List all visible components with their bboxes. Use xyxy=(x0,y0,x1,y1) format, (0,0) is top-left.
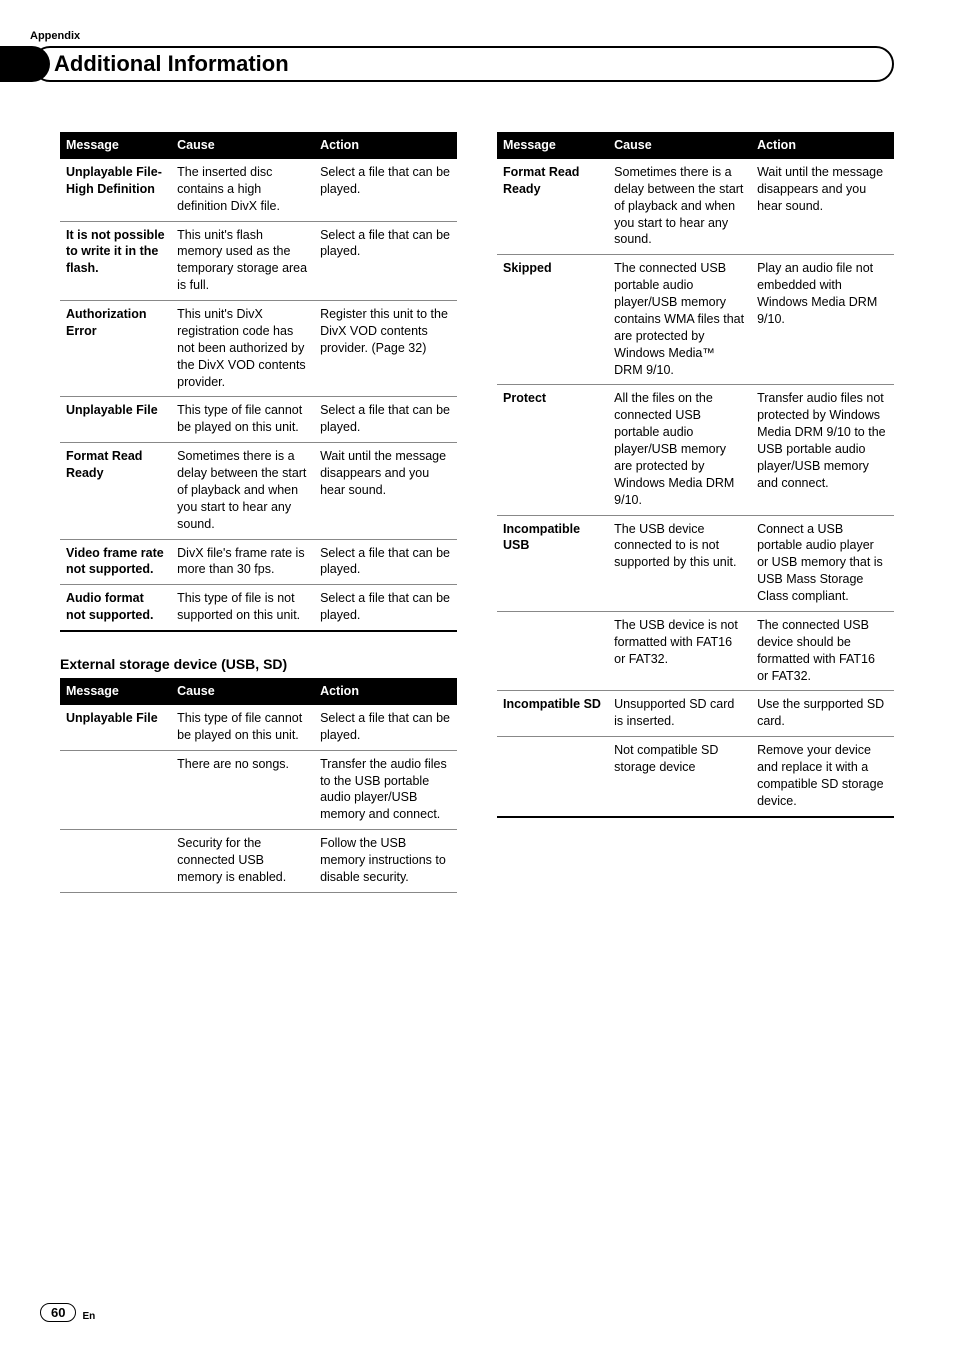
cell-cause: There are no songs. xyxy=(171,750,314,830)
cell-message: Format Read Ready xyxy=(60,443,171,539)
table-row: The USB device is not formatted with FAT… xyxy=(497,611,894,691)
cell-cause: Unsupported SD card is inserted. xyxy=(608,691,751,737)
table-row: Incompatible USBThe USB device connected… xyxy=(497,515,894,611)
cell-action: Wait until the message disappears and yo… xyxy=(751,159,894,255)
table-row: Video frame rate not supported.DivX file… xyxy=(60,539,457,585)
cell-action: Wait until the message disappears and yo… xyxy=(314,443,457,539)
cell-message: It is not possible to write it in the fl… xyxy=(60,221,171,301)
cell-message: Incompatible USB xyxy=(497,515,608,611)
table-row: Unplayable FileThis type of file cannot … xyxy=(60,705,457,750)
cell-action: Follow the USB memory instructions to di… xyxy=(314,830,457,893)
table-row: SkippedThe connected USB portable audio … xyxy=(497,255,894,385)
cell-action: Select a file that can be played. xyxy=(314,159,457,221)
cell-message xyxy=(497,611,608,691)
cell-action: Select a file that can be played. xyxy=(314,221,457,301)
section-heading-external: External storage device (USB, SD) xyxy=(60,656,457,672)
cell-cause: This type of file cannot be played on th… xyxy=(171,397,314,443)
table-row: It is not possible to write it in the fl… xyxy=(60,221,457,301)
cell-action: Register this unit to the DivX VOD conte… xyxy=(314,301,457,397)
cell-action: Transfer audio files not protected by Wi… xyxy=(751,385,894,515)
table-header-message: Message xyxy=(60,678,171,705)
cell-message xyxy=(497,737,608,817)
cell-message: Video frame rate not supported. xyxy=(60,539,171,585)
cell-cause: The inserted disc contains a high defini… xyxy=(171,159,314,221)
cell-message: Unplayable File xyxy=(60,705,171,750)
cell-action: The connected USB device should be forma… xyxy=(751,611,894,691)
table-header-cause: Cause xyxy=(608,132,751,159)
table-header-action: Action xyxy=(314,132,457,159)
cell-action: Play an audio file not embedded with Win… xyxy=(751,255,894,385)
cell-message: Unplayable File-High Definition xyxy=(60,159,171,221)
cell-cause: DivX file's frame rate is more than 30 f… xyxy=(171,539,314,585)
table-row: There are no songs.Transfer the audio fi… xyxy=(60,750,457,830)
title-bar: Additional Information xyxy=(0,46,894,82)
cell-cause: This unit's flash memory used as the tem… xyxy=(171,221,314,301)
error-table-1: Message Cause Action Unplayable File-Hig… xyxy=(60,132,457,632)
cell-cause: All the files on the connected USB porta… xyxy=(608,385,751,515)
right-column: Message Cause Action Format Read ReadySo… xyxy=(497,132,894,893)
cell-message: Authorization Error xyxy=(60,301,171,397)
cell-message: Unplayable File xyxy=(60,397,171,443)
page-language: En xyxy=(82,1311,95,1322)
cell-cause: Security for the connected USB memory is… xyxy=(171,830,314,893)
cell-action: Use the surpported SD card. xyxy=(751,691,894,737)
cell-cause: This type of file cannot be played on th… xyxy=(171,705,314,750)
cell-cause: The USB device connected to is not suppo… xyxy=(608,515,751,611)
cell-message: Audio format not supported. xyxy=(60,585,171,631)
cell-action: Select a file that can be played. xyxy=(314,585,457,631)
left-column: Message Cause Action Unplayable File-Hig… xyxy=(60,132,457,893)
cell-message: Skipped xyxy=(497,255,608,385)
table-header-action: Action xyxy=(314,678,457,705)
cell-cause: This unit's DivX registration code has n… xyxy=(171,301,314,397)
table-header-cause: Cause xyxy=(171,678,314,705)
error-table-3: Message Cause Action Format Read ReadySo… xyxy=(497,132,894,818)
cell-message: Format Read Ready xyxy=(497,159,608,255)
table-row: Format Read ReadySometimes there is a de… xyxy=(497,159,894,255)
cell-message: Protect xyxy=(497,385,608,515)
cell-cause: Sometimes there is a delay between the s… xyxy=(608,159,751,255)
table-row: Not compatible SD storage deviceRemove y… xyxy=(497,737,894,817)
title-tab xyxy=(0,46,50,82)
table-row: Format Read ReadySometimes there is a de… xyxy=(60,443,457,539)
appendix-label: Appendix xyxy=(30,30,894,42)
cell-message: Incompatible SD xyxy=(497,691,608,737)
table-row: Incompatible SDUnsupported SD card is in… xyxy=(497,691,894,737)
table-row: Unplayable FileThis type of file cannot … xyxy=(60,397,457,443)
table-row: Security for the connected USB memory is… xyxy=(60,830,457,893)
table-row: Unplayable File-High DefinitionThe inser… xyxy=(60,159,457,221)
cell-action: Select a file that can be played. xyxy=(314,705,457,750)
page-footer: 60 En xyxy=(40,1303,95,1322)
cell-action: Connect a USB portable audio player or U… xyxy=(751,515,894,611)
table-row: Authorization ErrorThis unit's DivX regi… xyxy=(60,301,457,397)
cell-message xyxy=(60,830,171,893)
table-row: Audio format not supported.This type of … xyxy=(60,585,457,631)
cell-action: Remove your device and replace it with a… xyxy=(751,737,894,817)
cell-cause: The connected USB portable audio player/… xyxy=(608,255,751,385)
cell-action: Select a file that can be played. xyxy=(314,397,457,443)
page-number: 60 xyxy=(40,1303,76,1322)
cell-cause: The USB device is not formatted with FAT… xyxy=(608,611,751,691)
table-header-action: Action xyxy=(751,132,894,159)
cell-action: Transfer the audio files to the USB port… xyxy=(314,750,457,830)
cell-action: Select a file that can be played. xyxy=(314,539,457,585)
cell-cause: This type of file is not supported on th… xyxy=(171,585,314,631)
table-header-cause: Cause xyxy=(171,132,314,159)
error-table-2: Message Cause Action Unplayable FileThis… xyxy=(60,678,457,893)
table-row: ProtectAll the files on the connected US… xyxy=(497,385,894,515)
table-header-message: Message xyxy=(60,132,171,159)
table-header-message: Message xyxy=(497,132,608,159)
title-outline: Additional Information xyxy=(32,46,894,82)
page-title: Additional Information xyxy=(54,51,289,77)
cell-cause: Sometimes there is a delay between the s… xyxy=(171,443,314,539)
cell-message xyxy=(60,750,171,830)
cell-cause: Not compatible SD storage device xyxy=(608,737,751,817)
